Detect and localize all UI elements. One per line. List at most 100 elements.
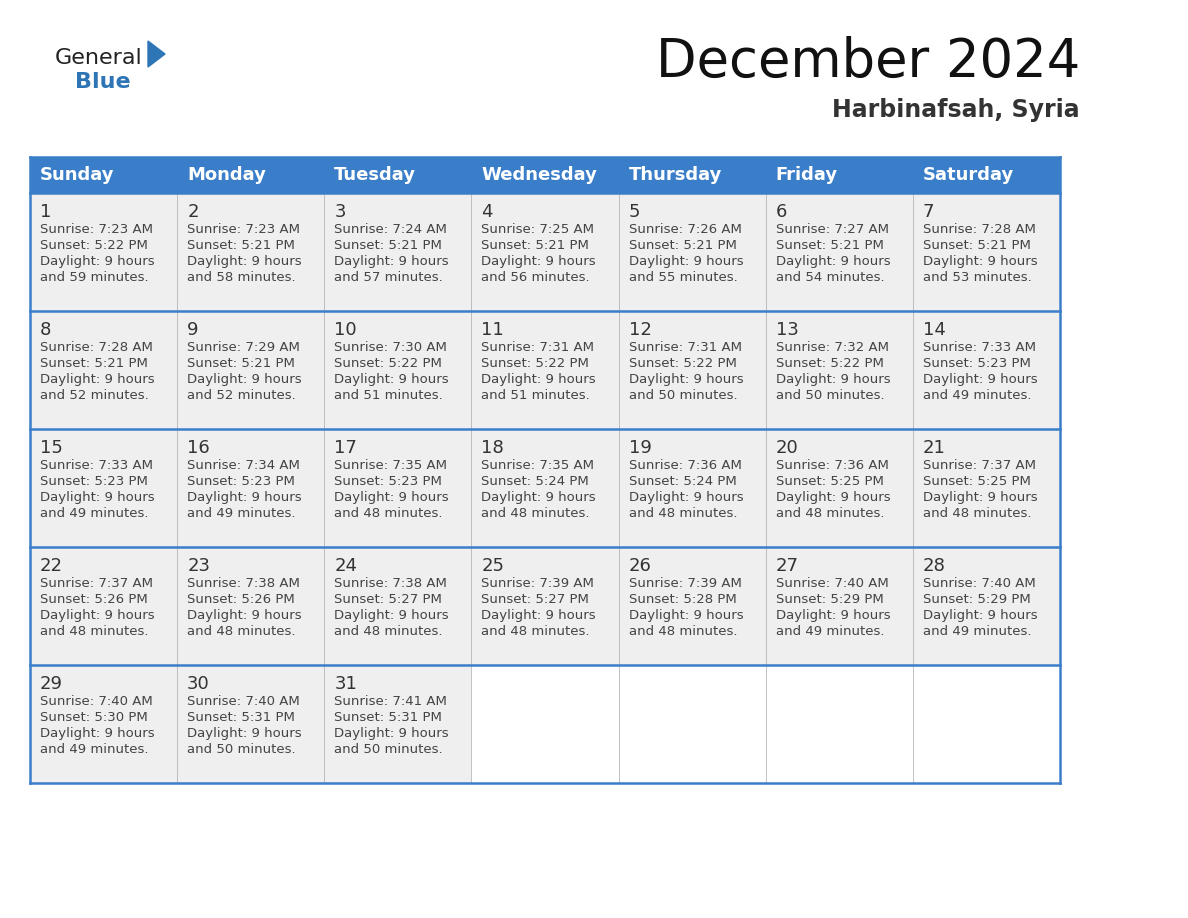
Text: Sunrise: 7:32 AM: Sunrise: 7:32 AM: [776, 341, 889, 354]
Bar: [30, 193, 1060, 311]
Bar: [30, 665, 1060, 783]
Text: Sunset: 5:29 PM: Sunset: 5:29 PM: [776, 593, 884, 606]
Bar: [766, 665, 912, 783]
Text: Sunset: 5:22 PM: Sunset: 5:22 PM: [40, 239, 147, 252]
Text: Sunrise: 7:24 AM: Sunrise: 7:24 AM: [334, 223, 447, 236]
Text: 29: 29: [40, 675, 63, 693]
Text: Harbinafsah, Syria: Harbinafsah, Syria: [833, 98, 1080, 122]
Text: 8: 8: [40, 321, 51, 339]
Text: Daylight: 9 hours: Daylight: 9 hours: [923, 609, 1037, 622]
Text: 12: 12: [628, 321, 651, 339]
Bar: [30, 157, 1060, 193]
Text: and 59 minutes.: and 59 minutes.: [40, 271, 148, 284]
Text: Daylight: 9 hours: Daylight: 9 hours: [188, 727, 302, 740]
Text: and 48 minutes.: and 48 minutes.: [334, 507, 443, 520]
Text: Daylight: 9 hours: Daylight: 9 hours: [334, 491, 449, 504]
Text: Friday: Friday: [776, 166, 838, 184]
Text: 13: 13: [776, 321, 798, 339]
Text: Daylight: 9 hours: Daylight: 9 hours: [481, 609, 596, 622]
Text: Sunset: 5:28 PM: Sunset: 5:28 PM: [628, 593, 737, 606]
Text: 28: 28: [923, 557, 946, 575]
Text: Monday: Monday: [188, 166, 266, 184]
Text: Sunrise: 7:28 AM: Sunrise: 7:28 AM: [923, 223, 1036, 236]
Text: Sunset: 5:22 PM: Sunset: 5:22 PM: [334, 357, 442, 370]
Text: Sunset: 5:25 PM: Sunset: 5:25 PM: [923, 475, 1031, 488]
Text: Sunset: 5:21 PM: Sunset: 5:21 PM: [776, 239, 884, 252]
Text: Thursday: Thursday: [628, 166, 722, 184]
Text: Sunset: 5:21 PM: Sunset: 5:21 PM: [40, 357, 147, 370]
Text: Daylight: 9 hours: Daylight: 9 hours: [481, 491, 596, 504]
Text: Sunset: 5:24 PM: Sunset: 5:24 PM: [481, 475, 589, 488]
Text: Sunrise: 7:40 AM: Sunrise: 7:40 AM: [188, 695, 299, 708]
Text: Daylight: 9 hours: Daylight: 9 hours: [40, 491, 154, 504]
Text: Sunset: 5:27 PM: Sunset: 5:27 PM: [334, 593, 442, 606]
Text: 22: 22: [40, 557, 63, 575]
Bar: [472, 665, 619, 783]
Text: Sunrise: 7:36 AM: Sunrise: 7:36 AM: [628, 459, 741, 472]
Text: Saturday: Saturday: [923, 166, 1015, 184]
Text: Sunrise: 7:23 AM: Sunrise: 7:23 AM: [40, 223, 153, 236]
Text: Sunrise: 7:35 AM: Sunrise: 7:35 AM: [334, 459, 448, 472]
Text: Daylight: 9 hours: Daylight: 9 hours: [923, 255, 1037, 268]
Text: and 50 minutes.: and 50 minutes.: [628, 389, 738, 402]
Text: General: General: [55, 48, 143, 68]
Text: 23: 23: [188, 557, 210, 575]
Text: 20: 20: [776, 439, 798, 457]
Text: Sunrise: 7:26 AM: Sunrise: 7:26 AM: [628, 223, 741, 236]
Text: 19: 19: [628, 439, 651, 457]
Text: Sunrise: 7:40 AM: Sunrise: 7:40 AM: [40, 695, 153, 708]
Text: Sunrise: 7:39 AM: Sunrise: 7:39 AM: [481, 577, 594, 590]
Text: Sunset: 5:31 PM: Sunset: 5:31 PM: [188, 711, 295, 724]
Text: Daylight: 9 hours: Daylight: 9 hours: [40, 727, 154, 740]
Text: and 53 minutes.: and 53 minutes.: [923, 271, 1031, 284]
Bar: [30, 429, 1060, 547]
Text: Sunrise: 7:38 AM: Sunrise: 7:38 AM: [188, 577, 301, 590]
Text: and 48 minutes.: and 48 minutes.: [481, 507, 590, 520]
Text: Sunset: 5:26 PM: Sunset: 5:26 PM: [188, 593, 295, 606]
Text: Daylight: 9 hours: Daylight: 9 hours: [628, 491, 744, 504]
Text: and 51 minutes.: and 51 minutes.: [334, 389, 443, 402]
Text: Daylight: 9 hours: Daylight: 9 hours: [481, 373, 596, 386]
Text: and 48 minutes.: and 48 minutes.: [923, 507, 1031, 520]
Text: and 49 minutes.: and 49 minutes.: [188, 507, 296, 520]
Text: Daylight: 9 hours: Daylight: 9 hours: [628, 255, 744, 268]
Text: Sunrise: 7:30 AM: Sunrise: 7:30 AM: [334, 341, 447, 354]
Text: Daylight: 9 hours: Daylight: 9 hours: [776, 491, 890, 504]
Text: and 48 minutes.: and 48 minutes.: [334, 625, 443, 638]
Text: Sunrise: 7:27 AM: Sunrise: 7:27 AM: [776, 223, 889, 236]
Text: and 48 minutes.: and 48 minutes.: [40, 625, 148, 638]
Text: Sunrise: 7:40 AM: Sunrise: 7:40 AM: [923, 577, 1036, 590]
Text: and 49 minutes.: and 49 minutes.: [776, 625, 884, 638]
Text: Daylight: 9 hours: Daylight: 9 hours: [188, 373, 302, 386]
Polygon shape: [148, 41, 165, 67]
Text: Sunset: 5:21 PM: Sunset: 5:21 PM: [188, 239, 295, 252]
Text: and 51 minutes.: and 51 minutes.: [481, 389, 590, 402]
Text: 5: 5: [628, 203, 640, 221]
Text: Sunset: 5:26 PM: Sunset: 5:26 PM: [40, 593, 147, 606]
Bar: [30, 311, 1060, 429]
Text: and 48 minutes.: and 48 minutes.: [776, 507, 884, 520]
Text: 14: 14: [923, 321, 946, 339]
Text: Sunset: 5:22 PM: Sunset: 5:22 PM: [776, 357, 884, 370]
Text: and 49 minutes.: and 49 minutes.: [923, 389, 1031, 402]
Text: Tuesday: Tuesday: [334, 166, 416, 184]
Text: Sunset: 5:27 PM: Sunset: 5:27 PM: [481, 593, 589, 606]
Text: and 48 minutes.: and 48 minutes.: [188, 625, 296, 638]
Text: Sunrise: 7:40 AM: Sunrise: 7:40 AM: [776, 577, 889, 590]
Text: Sunset: 5:21 PM: Sunset: 5:21 PM: [481, 239, 589, 252]
Text: and 49 minutes.: and 49 minutes.: [40, 743, 148, 756]
Text: and 49 minutes.: and 49 minutes.: [923, 625, 1031, 638]
Text: Sunset: 5:30 PM: Sunset: 5:30 PM: [40, 711, 147, 724]
Text: Sunset: 5:21 PM: Sunset: 5:21 PM: [923, 239, 1031, 252]
Text: 18: 18: [481, 439, 504, 457]
Text: Daylight: 9 hours: Daylight: 9 hours: [776, 609, 890, 622]
Text: and 50 minutes.: and 50 minutes.: [776, 389, 884, 402]
Text: Sunrise: 7:39 AM: Sunrise: 7:39 AM: [628, 577, 741, 590]
Text: Daylight: 9 hours: Daylight: 9 hours: [40, 255, 154, 268]
Text: Sunrise: 7:33 AM: Sunrise: 7:33 AM: [40, 459, 153, 472]
Text: Sunset: 5:25 PM: Sunset: 5:25 PM: [776, 475, 884, 488]
Text: Sunrise: 7:31 AM: Sunrise: 7:31 AM: [628, 341, 741, 354]
Text: Sunrise: 7:36 AM: Sunrise: 7:36 AM: [776, 459, 889, 472]
Text: and 56 minutes.: and 56 minutes.: [481, 271, 590, 284]
Text: 26: 26: [628, 557, 651, 575]
